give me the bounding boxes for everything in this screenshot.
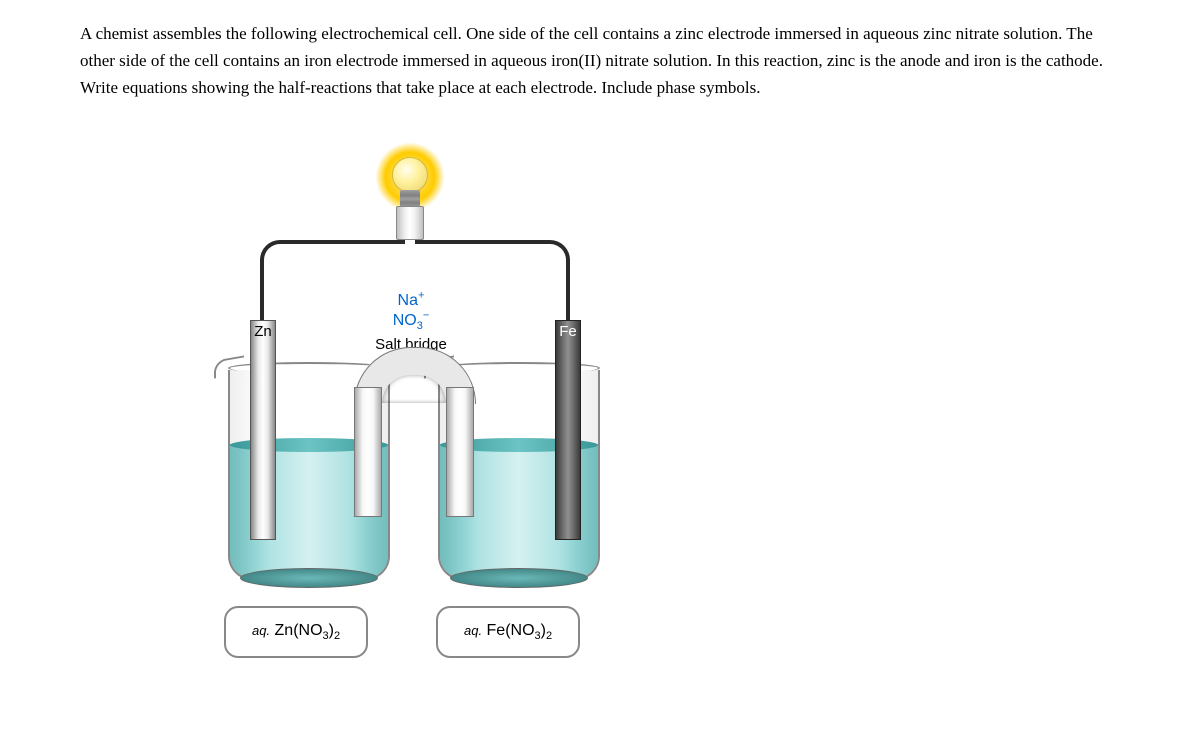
electrochemical-cell-diagram: Na+ NO3− Salt bridge Zn Fe aq. Zn(NO3)2 … bbox=[220, 142, 670, 662]
bulb-base bbox=[400, 190, 420, 208]
light-bulb bbox=[392, 157, 428, 193]
cation-label: Na+ bbox=[398, 292, 425, 309]
anion-label: NO3− bbox=[393, 312, 430, 329]
zinc-electrode: Zn bbox=[250, 320, 276, 540]
salt-bridge-ions-label: Na+ NO3− bbox=[376, 290, 446, 333]
fe-electrode-label: Fe bbox=[556, 321, 580, 340]
aq-prefix-right: aq. bbox=[464, 623, 482, 638]
formula-right: Fe(NO3)2 bbox=[487, 622, 553, 639]
salt-tube-left-leg bbox=[354, 387, 382, 517]
iron-electrode: Fe bbox=[555, 320, 581, 540]
beaker-bottom-right bbox=[450, 568, 588, 588]
solution-label-left: aq. Zn(NO3)2 bbox=[224, 606, 368, 658]
solution-label-right: aq. Fe(NO3)2 bbox=[436, 606, 580, 658]
bulb-socket bbox=[396, 206, 424, 240]
aq-prefix-left: aq. bbox=[252, 623, 270, 638]
question-text: A chemist assembles the following electr… bbox=[80, 20, 1120, 102]
zn-electrode-label: Zn bbox=[251, 321, 275, 340]
beaker-bottom-left bbox=[240, 568, 378, 588]
salt-tube-right-leg bbox=[446, 387, 474, 517]
formula-left: Zn(NO3)2 bbox=[275, 622, 341, 639]
salt-bridge-tube bbox=[340, 347, 488, 517]
